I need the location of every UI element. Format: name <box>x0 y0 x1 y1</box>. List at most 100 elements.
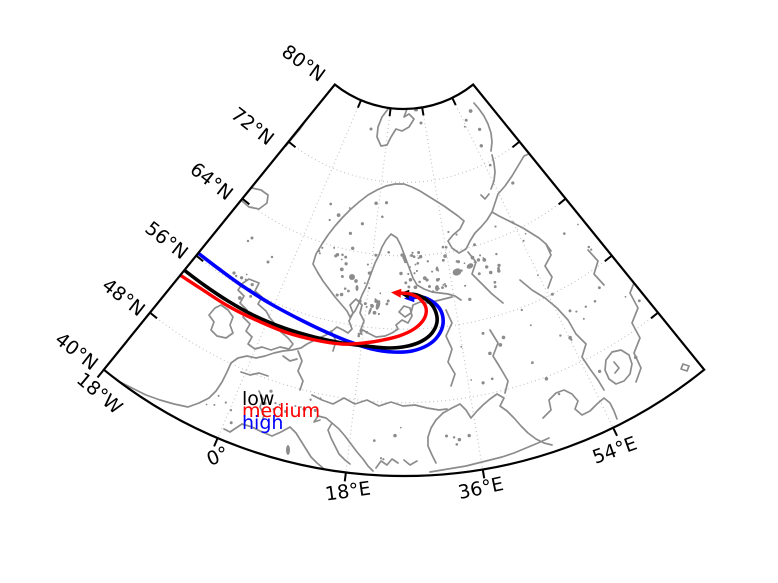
coast-dot <box>302 407 307 411</box>
meridian-tick-top-2 <box>421 107 425 116</box>
coast-dot <box>410 254 414 257</box>
coast-dot <box>399 271 403 276</box>
coast-dot <box>488 351 492 356</box>
coast-dot <box>374 201 378 205</box>
coast-dot <box>493 285 497 289</box>
coast-dot <box>341 253 344 257</box>
coast-dot <box>365 305 368 308</box>
coast-dot <box>217 394 220 397</box>
coast-dot <box>205 403 208 406</box>
coast-dot <box>356 288 358 290</box>
legend-label-high: high <box>242 412 283 434</box>
coast-dot <box>374 253 378 257</box>
coast-dot <box>354 279 358 283</box>
coast-dot <box>359 332 363 335</box>
lon-label-0: 0° <box>204 442 232 470</box>
coast-dot <box>477 272 481 276</box>
coast-dot <box>340 275 344 278</box>
coast-dot <box>447 230 450 234</box>
coast-dot <box>363 282 366 285</box>
graticule-parallel-0 <box>149 312 659 404</box>
coast-dot <box>441 245 445 249</box>
graticule-parallel-1 <box>195 255 613 330</box>
coast-dot <box>321 246 324 249</box>
coast-dot <box>552 159 556 163</box>
lake-8 <box>270 255 274 259</box>
coast-dot <box>350 246 355 251</box>
coast-dot <box>358 299 362 303</box>
coast-dot <box>455 233 458 236</box>
coast-dot <box>329 202 333 206</box>
coastline-path-18 <box>604 349 633 385</box>
coast-dot <box>402 255 407 260</box>
coast-dot <box>340 258 343 261</box>
coast-dot <box>460 345 463 348</box>
trajectory-medium <box>178 273 428 346</box>
lake-9 <box>250 236 254 240</box>
coastline-path-28 <box>519 279 605 391</box>
coast-dot <box>249 294 253 298</box>
coast-dot <box>367 271 372 275</box>
coast-dot <box>382 458 385 461</box>
meridian-tick-top-0 <box>356 99 362 109</box>
parallel-tick-right-2 <box>558 197 567 206</box>
coastline-path-19 <box>680 363 690 372</box>
coast-dot <box>531 361 534 365</box>
coast-dot <box>473 261 476 263</box>
lake-0 <box>452 268 462 276</box>
coast-dot <box>481 331 485 335</box>
coast-dot <box>587 245 591 249</box>
coastline-path-15 <box>427 412 444 464</box>
coast-dot <box>435 267 439 271</box>
meridian-tick-bottom-1 <box>343 472 347 482</box>
coast-dot <box>494 225 497 228</box>
map-ticks <box>96 97 659 482</box>
coast-dot <box>274 401 277 405</box>
coastline-path-23 <box>297 350 304 391</box>
coast-dot <box>404 281 408 285</box>
parallel-tick-left-3 <box>287 140 297 149</box>
coast-dot <box>348 207 351 209</box>
coast-dot <box>408 278 413 282</box>
coastline-path-3 <box>312 152 532 274</box>
graticule-parallel-2 <box>241 198 567 257</box>
coast-dot <box>552 170 557 175</box>
coast-dot <box>570 338 573 341</box>
meridian-tick-bottom-3 <box>612 427 618 437</box>
coast-dot <box>413 272 416 275</box>
coast-dot <box>229 421 233 425</box>
coast-dot <box>387 250 391 254</box>
coastlines <box>117 86 690 473</box>
coast-dot <box>339 267 344 272</box>
coast-dot <box>455 260 459 263</box>
lake-2 <box>349 274 355 280</box>
coast-dot <box>501 335 506 340</box>
coast-dot <box>422 276 427 280</box>
lat-label-1: 72°N <box>227 103 278 150</box>
coast-dot <box>348 231 352 235</box>
trajectory-arrowhead-medium <box>391 288 402 298</box>
coast-dot <box>213 403 216 406</box>
coast-dot <box>597 286 601 290</box>
coast-dot <box>590 172 595 177</box>
coast-dot <box>313 408 317 412</box>
coast-dot <box>363 302 367 306</box>
coast-dot <box>524 232 527 235</box>
coast-dot <box>597 369 602 374</box>
lon-label-2: 36°E <box>456 473 505 504</box>
coast-dot <box>468 109 473 113</box>
coast-dot <box>360 222 364 226</box>
trajectory-high <box>196 251 445 354</box>
coastline-path-30 <box>445 309 456 387</box>
coast-dot <box>407 285 411 289</box>
coastline-path-31 <box>629 277 642 383</box>
parallel-tick-left-0 <box>149 311 158 320</box>
coastline-path-7 <box>241 187 269 210</box>
coastline-path-2 <box>117 296 453 408</box>
coast-dot <box>575 310 578 313</box>
corner-tick-left <box>96 369 105 379</box>
coast-dot <box>557 392 561 396</box>
coast-dot <box>497 269 501 273</box>
parallel-tick-left-1 <box>195 254 204 263</box>
